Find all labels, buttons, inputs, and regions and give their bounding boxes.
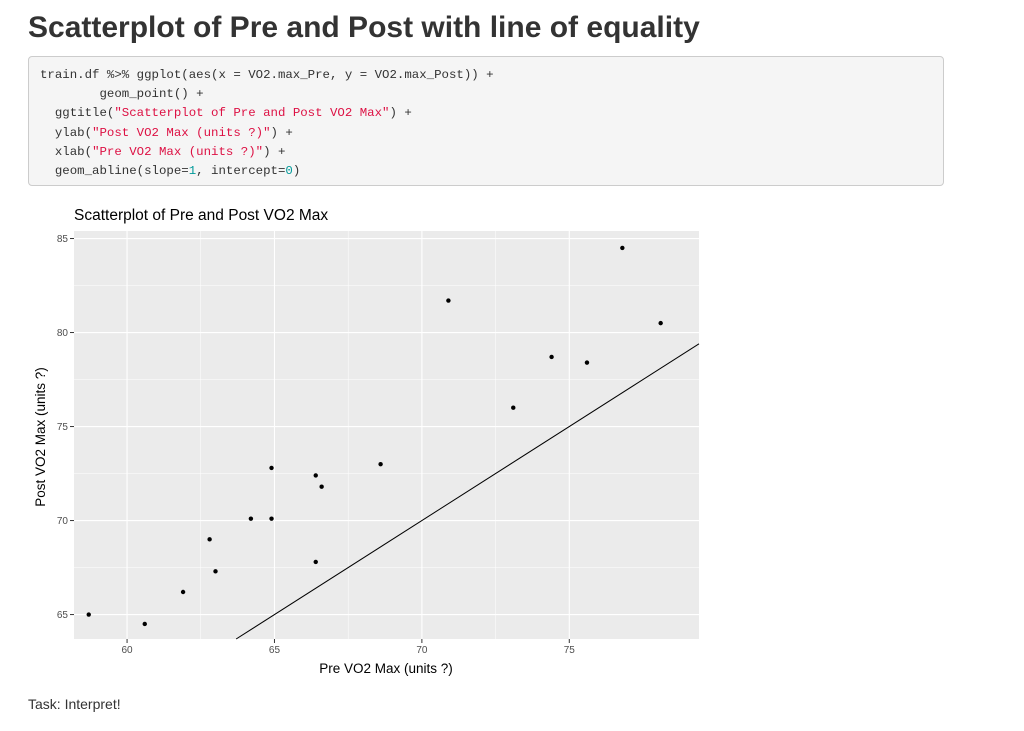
code-line: xlab("Pre VO2 Max (units ?)") + bbox=[40, 143, 943, 162]
y-tick-label: 70 bbox=[57, 516, 69, 527]
line-of-equality bbox=[235, 343, 700, 640]
x-tick-label: 60 bbox=[122, 645, 134, 656]
data-point bbox=[207, 537, 212, 542]
code-line: ylab("Post VO2 Max (units ?)") + bbox=[40, 124, 943, 143]
plot-title: Scatterplot of Pre and Post VO2 Max bbox=[74, 207, 328, 224]
code-text: geom_point() + bbox=[40, 87, 204, 102]
data-point bbox=[549, 354, 554, 360]
plot-panel bbox=[74, 231, 699, 639]
y-tick-label: 75 bbox=[57, 422, 69, 433]
data-point bbox=[446, 298, 451, 303]
data-point bbox=[269, 465, 274, 471]
code-string: "Pre VO2 Max (units ?)" bbox=[92, 144, 264, 159]
y-tick-label: 85 bbox=[57, 234, 69, 245]
data-point bbox=[86, 612, 91, 617]
data-point bbox=[213, 569, 218, 574]
page-title: Scatterplot of Pre and Post with line of… bbox=[28, 11, 700, 44]
data-point bbox=[142, 621, 147, 627]
data-point bbox=[658, 320, 663, 326]
code-string: "Scatterplot of Pre and Post VO2 Max" bbox=[114, 106, 390, 121]
code-line: train.df %>% ggplot(aes(x = VO2.max_Pre,… bbox=[40, 66, 943, 85]
y-tick-label: 65 bbox=[57, 610, 69, 621]
code-text: xlab( bbox=[40, 144, 93, 159]
code-block[interactable]: train.df %>% ggplot(aes(x = VO2.max_Pre,… bbox=[28, 56, 944, 186]
data-point bbox=[584, 360, 590, 365]
data-point bbox=[319, 484, 324, 489]
x-tick-label: 75 bbox=[564, 645, 576, 656]
code-text: , intercept= bbox=[196, 163, 286, 178]
points-layer bbox=[86, 245, 663, 627]
x-axis-label: Pre VO2 Max (units ?) bbox=[319, 661, 453, 676]
code-line: geom_abline(slope=1, intercept=0) bbox=[40, 162, 943, 181]
code-number: 1 bbox=[188, 163, 197, 178]
data-point bbox=[313, 559, 318, 565]
data-point bbox=[180, 589, 186, 595]
data-point bbox=[313, 473, 318, 478]
data-point bbox=[378, 461, 383, 467]
code-number: 0 bbox=[285, 163, 293, 178]
code-text: train.df %>% ggplot(aes(x = VO2.max_Pre,… bbox=[40, 68, 494, 82]
code-line: ggtitle("Scatterplot of Pre and Post VO2… bbox=[40, 104, 943, 123]
code-text: ) + bbox=[270, 125, 293, 140]
data-point bbox=[248, 516, 254, 521]
code-text: ) + bbox=[389, 106, 412, 121]
y-tick-label: 80 bbox=[57, 328, 69, 339]
code-text: ) bbox=[292, 163, 301, 178]
scatter-plot: Scatterplot of Pre and Post VO2 Max 60 65… bbox=[33, 207, 700, 676]
y-axis-label: Post VO2 Max (units ?) bbox=[33, 367, 48, 507]
code-text: geom_abline(slope= bbox=[40, 163, 189, 178]
reference-line-layer bbox=[235, 343, 700, 640]
code-text: ) + bbox=[263, 144, 286, 159]
axis-ticks: 60 65 70 75 65 70 75 80 85 bbox=[57, 234, 575, 656]
data-point bbox=[269, 516, 274, 521]
x-tick-label: 65 bbox=[269, 645, 281, 656]
code-string: "Post VO2 Max (units ?)" bbox=[92, 125, 271, 140]
x-tick-label: 70 bbox=[416, 645, 428, 656]
data-point bbox=[511, 405, 516, 410]
code-line: geom_point() + bbox=[40, 85, 943, 104]
grid-lines bbox=[74, 231, 699, 639]
code-text: ylab( bbox=[40, 125, 93, 140]
data-point bbox=[620, 245, 625, 251]
code-text: ggtitle( bbox=[40, 106, 115, 121]
task-text: Task: Interpret! bbox=[28, 696, 121, 712]
